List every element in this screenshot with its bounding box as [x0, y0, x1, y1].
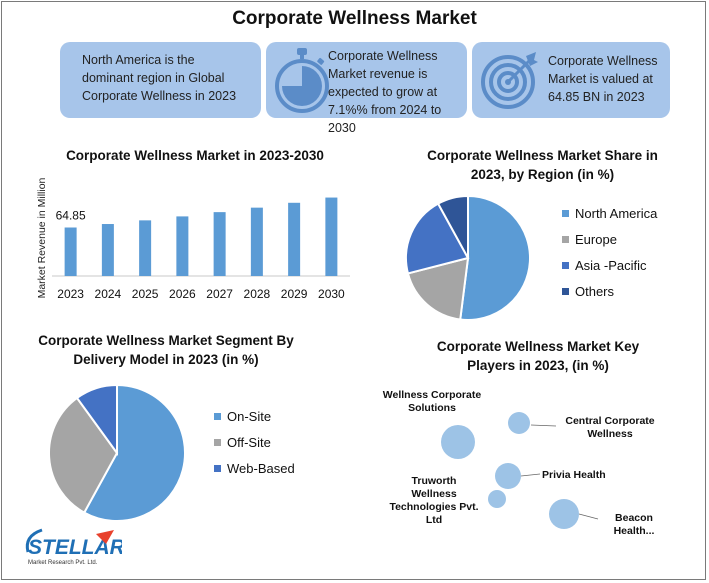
player-bubble [441, 425, 475, 459]
player-bubble [508, 412, 530, 434]
bar-2030 [325, 197, 338, 276]
pie-slice-asia-pacific [405, 202, 470, 275]
legend-label: Others [575, 283, 615, 299]
legend-swatch [214, 438, 221, 446]
legend-swatch [214, 412, 221, 420]
data-label: 64.85 [56, 209, 86, 223]
info-card-growth: Corporate Wellness Market revenue is exp… [266, 42, 467, 135]
legend-label: Off-Site [227, 434, 271, 450]
bar-chart-title: Corporate Wellness Market in 2023-2030 [66, 148, 324, 163]
delivery-pie-title: Corporate Wellness Market Segment By Del… [38, 333, 294, 367]
delivery-pie-chart [48, 383, 186, 522]
player-label: Beacon Health... [614, 512, 655, 537]
logo-wordmark: STELLAR [28, 536, 122, 559]
legend-item: On-Site [214, 403, 295, 429]
bar-2028 [250, 207, 263, 276]
legend-item: Europe [562, 226, 657, 252]
legend-label: Asia -Pacific [575, 257, 647, 273]
player-label: Wellness Corporate Solutions [383, 389, 482, 414]
pie-slice-north-america [459, 194, 531, 321]
legend-label: Europe [575, 231, 617, 247]
legend-item: North America [562, 200, 657, 226]
player-label: Truworth Wellness Technologies Pvt. Ltd [389, 475, 478, 526]
legend-item: Others [562, 278, 657, 304]
legend-label: On-Site [227, 408, 272, 424]
player-label: Privia Health [542, 469, 606, 481]
legend-label: Web-Based [227, 460, 295, 476]
legend-swatch [562, 261, 569, 269]
legend-item: Web-Based [214, 455, 295, 481]
target-icon [481, 52, 538, 109]
bar-2027 [213, 212, 226, 276]
x-tick-label: 2026 [169, 287, 196, 301]
logo-tagline: Market Research Pvt. Ltd. [28, 560, 98, 566]
leader-line [530, 424, 557, 427]
bar-2026 [176, 216, 189, 276]
pie-slice-off-site [48, 396, 119, 514]
region-pie-legend: North America Europe Asia -Pacific Others [562, 200, 657, 304]
legend-swatch [562, 287, 569, 295]
player-bubble [488, 490, 506, 508]
bar-2023 [64, 227, 77, 276]
legend-swatch [562, 209, 569, 217]
info-card-region: North America is the dominant region in … [60, 42, 261, 118]
players-bubble-chart: Wellness Corporate Solutions Central Corpo… [383, 389, 655, 537]
legend-swatch [214, 464, 221, 472]
legend-label: North America [575, 205, 658, 221]
bar-2029 [288, 202, 301, 276]
y-axis-label: Market Revenue in Million [36, 177, 48, 298]
bar-2025 [139, 220, 152, 276]
legend-swatch [562, 235, 569, 243]
x-tick-label: 2027 [206, 287, 233, 301]
stopwatch-icon [275, 48, 329, 113]
pie-slice-web-based [75, 383, 118, 457]
player-bubble [549, 499, 579, 529]
page-title: Corporate Wellness Market [232, 8, 477, 29]
x-tick-label: 2024 [95, 287, 122, 301]
x-tick-label: 2030 [318, 287, 345, 301]
region-pie-chart [405, 194, 531, 321]
pie-slice-europe [406, 256, 470, 321]
leader-line [520, 473, 541, 477]
info-card-growth-text: Corporate Wellness Market revenue is exp… [328, 49, 442, 135]
pie-slice-others [436, 194, 469, 259]
x-tick-label: 2023 [57, 287, 84, 301]
stellar-logo-mark: STELLAR Market Research Pvt. Ltd. [25, 528, 126, 566]
info-card-region-text: North America is the dominant region in … [82, 53, 237, 103]
bar-chart: Market Revenue in Million 2023 64.85 2024 20… [36, 177, 350, 301]
leader-line [578, 513, 599, 520]
x-tick-label: 2028 [244, 287, 271, 301]
legend-item: Off-Site [214, 429, 295, 455]
player-bubble [495, 463, 521, 489]
pie-slice-on-site [82, 383, 186, 522]
region-pie-title: Corporate Wellness Market Share in 2023,… [427, 148, 658, 182]
player-label: Central Corporate Wellness [565, 415, 654, 440]
stellar-logo: STELLAR Market Research Pvt. Ltd. [22, 524, 126, 568]
info-card-value: Corporate Wellness Market is valued at 6… [472, 42, 670, 118]
bar-2024 [101, 224, 114, 276]
legend-item: Asia -Pacific [562, 252, 657, 278]
delivery-pie-legend: On-Site Off-Site Web-Based [214, 403, 295, 481]
players-chart-title: Corporate Wellness Market Key Players in… [436, 339, 640, 373]
x-tick-label: 2029 [281, 287, 308, 301]
info-card-value-text: Corporate Wellness Market is valued at 6… [548, 54, 658, 104]
x-tick-label: 2025 [132, 287, 159, 301]
